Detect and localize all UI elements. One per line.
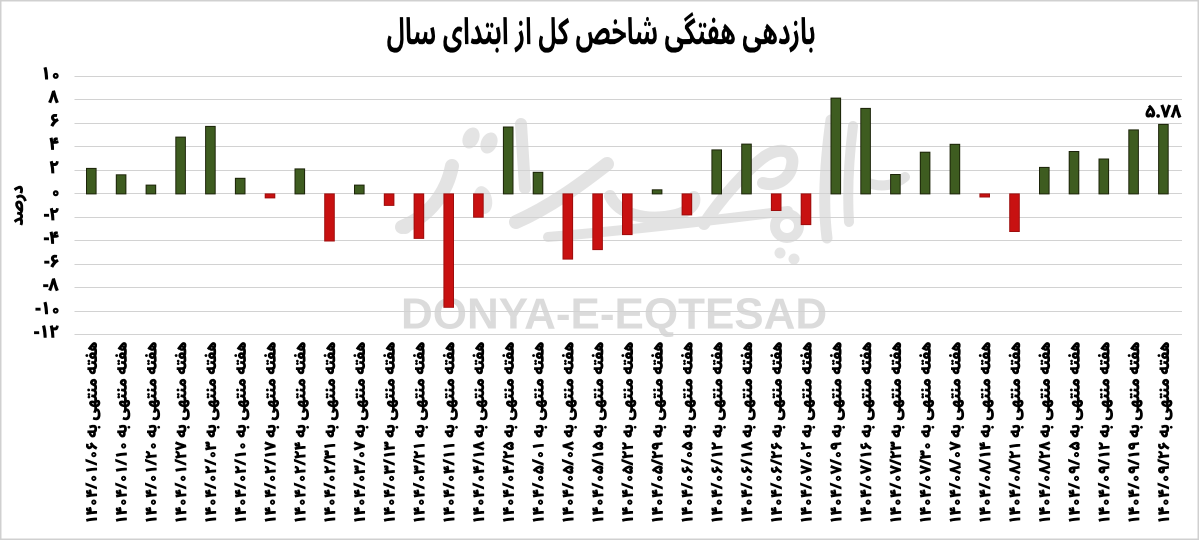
svg-text:DONYA-E-EQTESAD: DONYA-E-EQTESAD [401, 290, 827, 339]
